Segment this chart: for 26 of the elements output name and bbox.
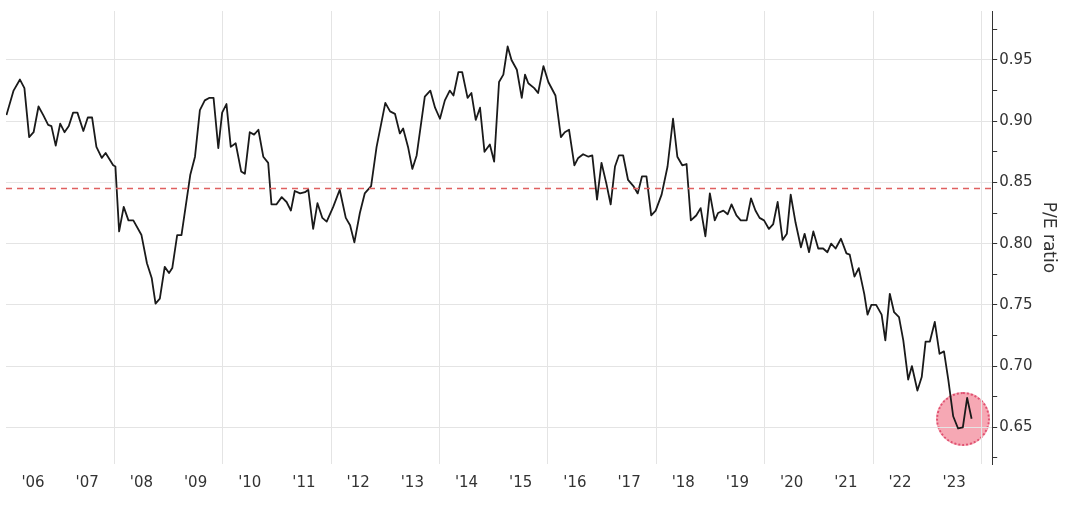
y-tick-label: 0.75 (999, 294, 1033, 313)
x-tick-label: '11 (292, 472, 316, 491)
x-tick-label: '21 (834, 472, 858, 491)
x-tick-label: '08 (129, 472, 154, 491)
x-tick-label: '23 (942, 472, 966, 491)
x-tick-label: '16 (563, 472, 587, 491)
y-tick-label: 0.80 (999, 233, 1033, 252)
x-tick-label: '22 (888, 472, 912, 491)
x-tick-label: '19 (725, 472, 750, 491)
x-tick-label: '09 (183, 472, 208, 491)
y-tick-label: 0.90 (999, 111, 1033, 130)
x-tick-label: '20 (780, 472, 804, 491)
x-tick-label: '18 (671, 472, 695, 491)
y-axis-title: P/E ratio (1040, 201, 1061, 274)
x-tick-label: '07 (75, 472, 99, 491)
x-tick-label: '10 (238, 472, 262, 491)
x-tick-label: '06 (21, 472, 45, 491)
y-tick-label: 0.95 (999, 49, 1033, 68)
x-tick-label: '13 (400, 472, 424, 491)
x-tick-label: '15 (509, 472, 533, 491)
x-tick-label: '12 (346, 472, 370, 491)
x-tick-label: '17 (617, 472, 641, 491)
y-tick-label: 0.65 (999, 417, 1033, 436)
y-tick-label: 0.70 (999, 355, 1033, 374)
y-tick-label: 0.85 (999, 172, 1033, 191)
x-tick-label: '14 (454, 472, 479, 491)
